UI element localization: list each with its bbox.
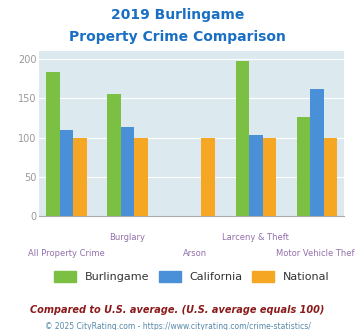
Bar (134, 138, 148, 216)
Bar (47, 72, 60, 216)
Bar (249, 135, 263, 216)
Text: All Property Crime: All Property Crime (28, 249, 105, 258)
Text: 2019 Burlingame: 2019 Burlingame (111, 8, 244, 22)
Text: © 2025 CityRating.com - https://www.cityrating.com/crime-statistics/: © 2025 CityRating.com - https://www.city… (45, 322, 310, 330)
Text: Larceny & Theft: Larceny & Theft (222, 233, 289, 242)
Bar (310, 89, 324, 216)
Bar (121, 127, 134, 216)
Text: Arson: Arson (183, 249, 207, 258)
Bar (263, 138, 276, 216)
Bar (297, 117, 310, 216)
Bar (60, 130, 73, 216)
Bar (324, 138, 337, 216)
Bar (73, 138, 87, 216)
Bar (202, 138, 215, 216)
Legend: Burlingame, California, National: Burlingame, California, National (50, 267, 334, 286)
Text: Property Crime Comparison: Property Crime Comparison (69, 30, 286, 44)
Text: Burglary: Burglary (110, 233, 146, 242)
Text: Compared to U.S. average. (U.S. average equals 100): Compared to U.S. average. (U.S. average … (30, 305, 325, 315)
Bar (108, 94, 121, 216)
Bar (236, 61, 249, 216)
Text: Motor Vehicle Theft: Motor Vehicle Theft (276, 249, 355, 258)
